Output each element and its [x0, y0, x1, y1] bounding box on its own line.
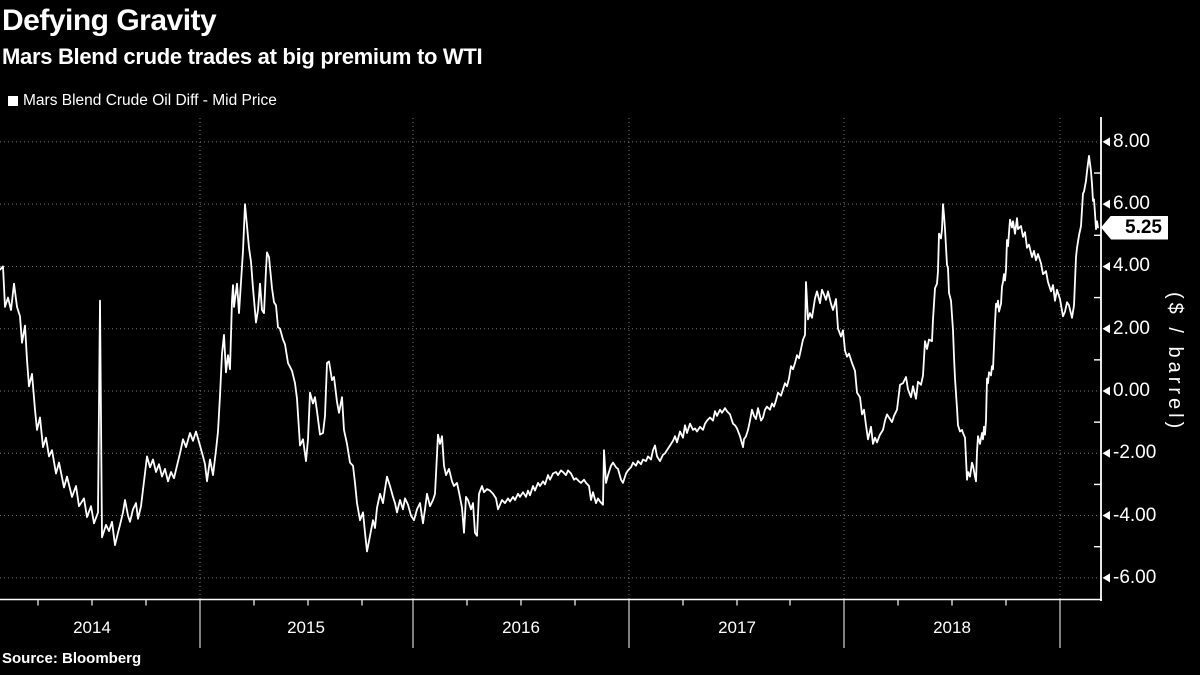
year-label: 2018 [933, 618, 971, 637]
y-axis-label: 2.00 [1113, 317, 1150, 339]
y-axis-label: -4.00 [1113, 504, 1157, 526]
y-axis-title: ($ / barrel) [1164, 292, 1186, 433]
year-label: 2015 [287, 618, 325, 637]
y-axis-label: 4.00 [1113, 255, 1150, 277]
price-line-chart [0, 117, 1110, 648]
year-label: 2016 [502, 618, 540, 637]
legend-label: Mars Blend Crude Oil Diff - Mid Price [23, 92, 277, 109]
y-axis-label: 8.00 [1113, 130, 1150, 152]
year-label: 2014 [73, 618, 111, 637]
chart-subtitle: Mars Blend crude trades at big premium t… [2, 44, 483, 69]
legend-square-icon [8, 96, 18, 106]
year-label: 2017 [718, 618, 756, 637]
last-price-badge: 5.25 [1101, 215, 1168, 240]
y-axis-label: -6.00 [1113, 566, 1157, 588]
page-title: Defying Gravity [2, 4, 217, 37]
y-axis-label: 6.00 [1113, 193, 1150, 215]
y-axis-label: -2.00 [1113, 442, 1157, 464]
y-axis-label: 0.00 [1113, 380, 1150, 401]
source-label: Source: Bloomberg [2, 650, 142, 667]
legend: Mars Blend Crude Oil Diff - Mid Price [8, 92, 277, 110]
